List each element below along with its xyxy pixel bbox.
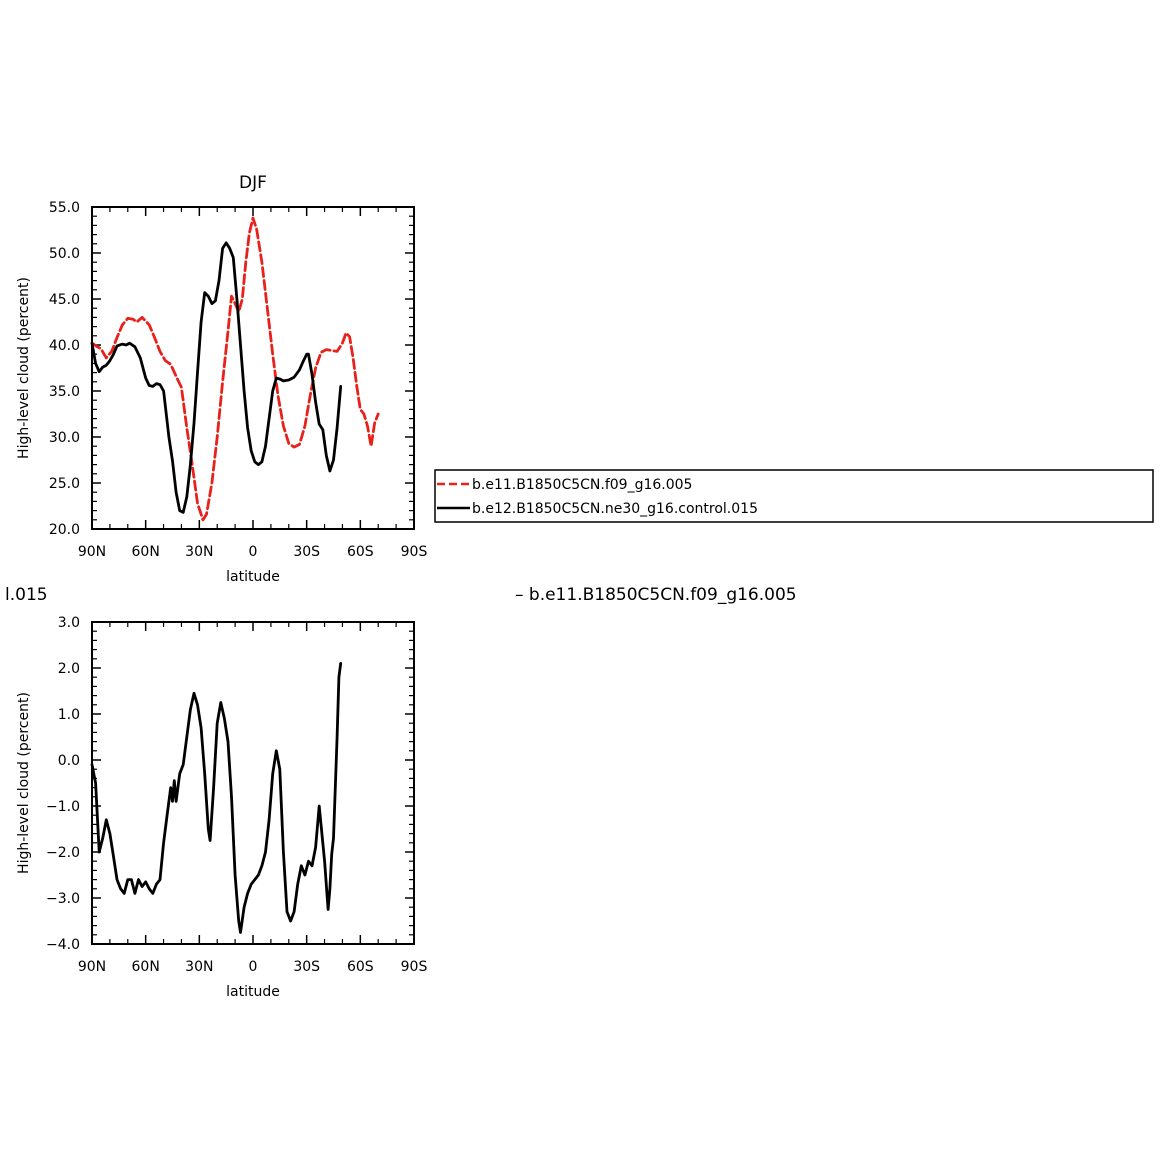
x-axis-title: latitude <box>226 569 280 585</box>
y-tick-label: 20.0 <box>49 522 80 538</box>
difference-title-right: – b.e11.B1850C5CN.f09_g16.005 <box>515 585 797 605</box>
x-tick-label: 30S <box>293 544 320 560</box>
y-tick-label: 55.0 <box>49 200 80 216</box>
x-tick-label: 30N <box>185 959 213 975</box>
x-tick-label: 90N <box>78 544 106 560</box>
legend-label-series-1: b.e11.B1850C5CN.f09_g16.005 <box>472 477 692 493</box>
y-tick-label: 2.0 <box>58 661 80 677</box>
legend-box <box>434 469 1154 523</box>
series-line-1 <box>90 662 343 934</box>
x-tick-label: 0 <box>249 959 258 975</box>
top-panel: DJF latitude High-level cloud (percent) … <box>16 173 427 585</box>
y-tick-label: 45.0 <box>49 292 80 308</box>
y-tick-label: 30.0 <box>49 430 80 446</box>
y-tick-label: 50.0 <box>49 246 80 262</box>
x-tick-label: 60N <box>132 959 160 975</box>
y-axis-title: High-level cloud (percent) <box>16 692 32 874</box>
y-tick-label: −1.0 <box>46 799 80 815</box>
y-tick-label: 25.0 <box>49 476 80 492</box>
y-tick-label: 40.0 <box>49 338 80 354</box>
legend-label-series-2: b.e12.B1850C5CN.ne30_g16.control.015 <box>472 501 758 517</box>
x-tick-label: 60N <box>132 544 160 560</box>
x-axis-title: latitude <box>226 984 280 1000</box>
x-tick-label: 90S <box>401 544 428 560</box>
x-tick-label: 0 <box>249 544 258 560</box>
bottom-panel: latitude High-level cloud (percent) 90N 6… <box>16 615 427 1000</box>
y-axis-title: High-level cloud (percent) <box>16 277 32 459</box>
x-tick-label: 60S <box>347 959 374 975</box>
y-tick-label: −4.0 <box>46 937 80 953</box>
y-tick-label: 3.0 <box>58 615 80 631</box>
x-tick-label: 60S <box>347 544 374 560</box>
x-tick-label: 30S <box>293 959 320 975</box>
x-tick-label: 90S <box>401 959 428 975</box>
y-tick-label: 1.0 <box>58 707 80 723</box>
y-tick-label: −2.0 <box>46 845 80 861</box>
legend: b.e11.B1850C5CN.f09_g16.005 b.e12.B1850C… <box>434 469 1154 523</box>
y-tick-label: 0.0 <box>58 753 80 769</box>
chart-title: DJF <box>239 173 267 193</box>
series-line-2 <box>90 241 343 514</box>
x-tick-label: 30N <box>185 544 213 560</box>
series-line-1 <box>90 216 380 522</box>
y-tick-label: 35.0 <box>49 384 80 400</box>
difference-title-left: l.015 <box>5 585 48 605</box>
y-tick-label: −3.0 <box>46 891 80 907</box>
x-tick-label: 90N <box>78 959 106 975</box>
